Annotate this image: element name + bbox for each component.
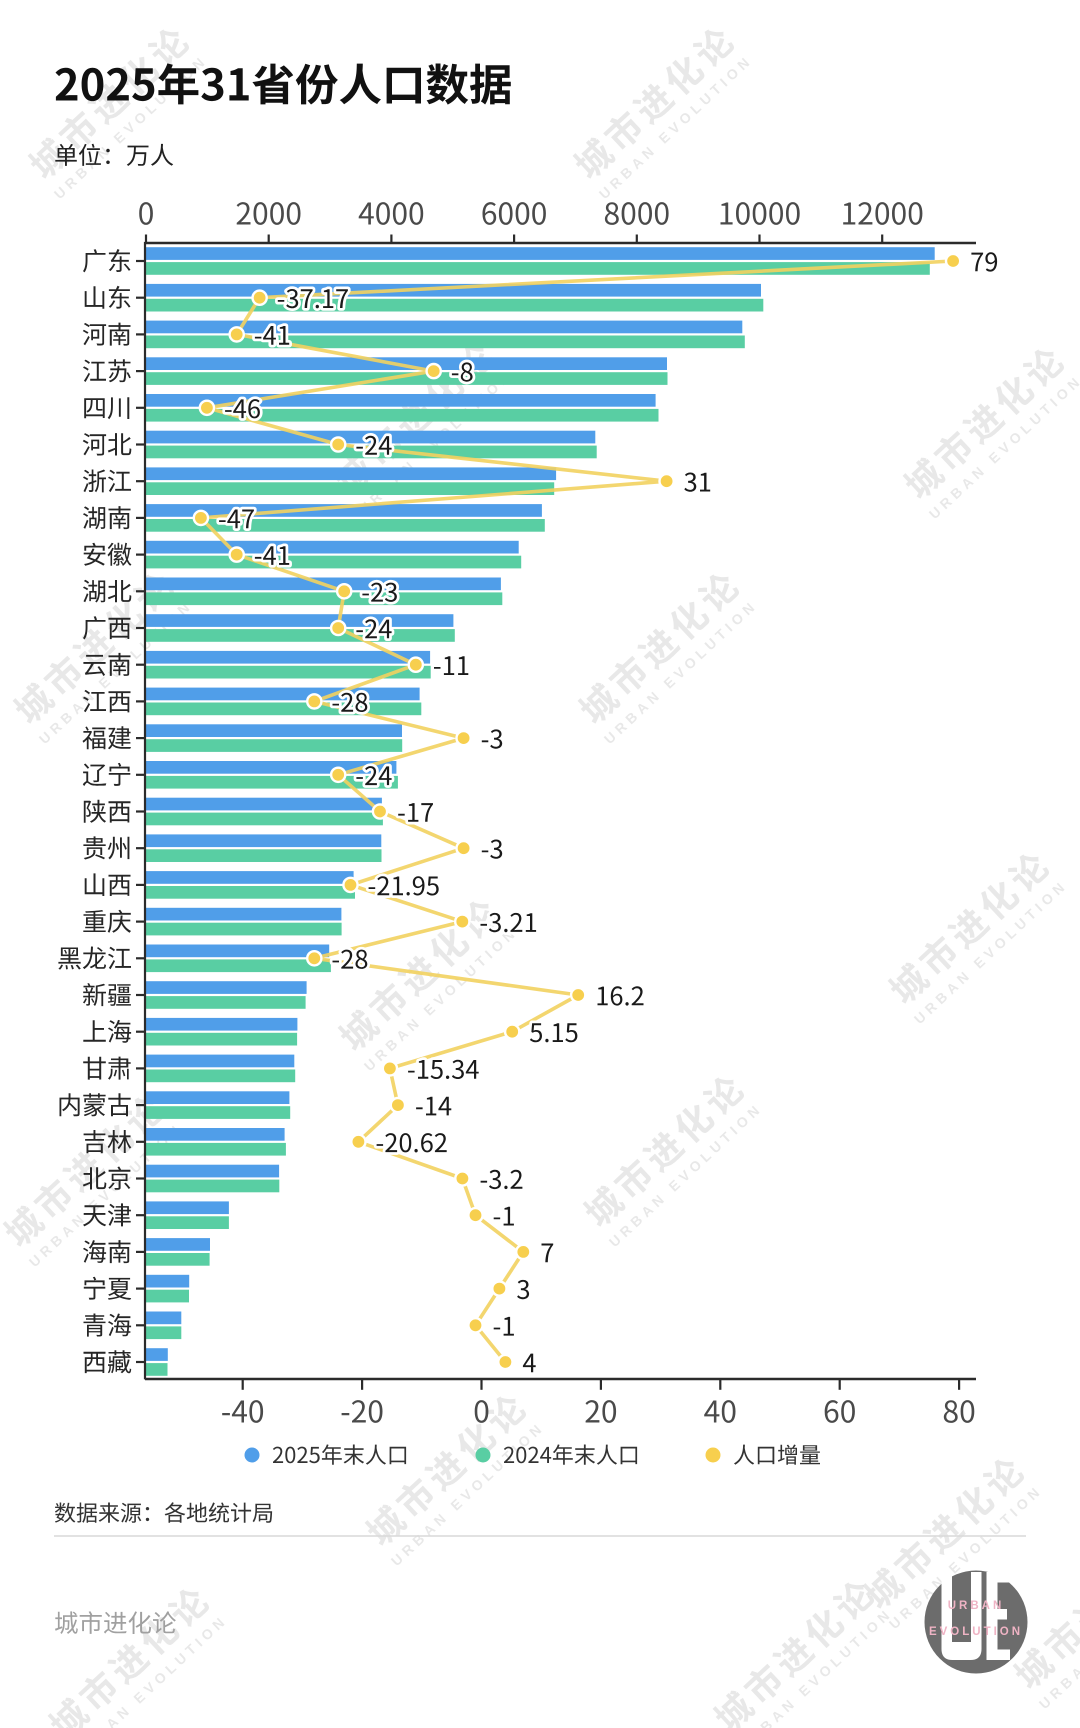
svg-text:EVOLUTION: EVOLUTION <box>929 1626 1023 1638</box>
svg-text:URBAN: URBAN <box>948 1600 1005 1612</box>
